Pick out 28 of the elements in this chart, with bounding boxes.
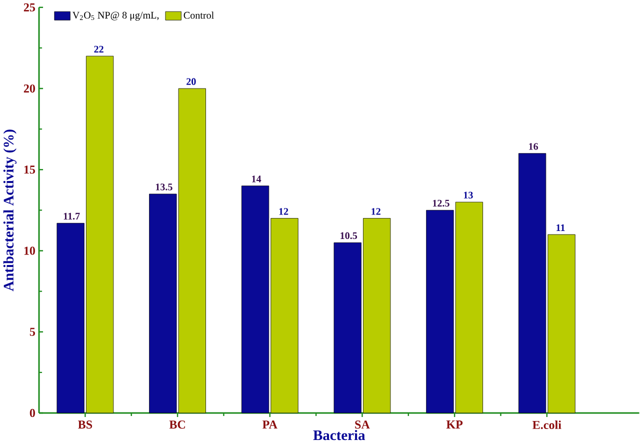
data-label: 11 [556, 224, 565, 231]
data-label: 10.5 [340, 232, 358, 239]
x-tick-label: BS [78, 420, 92, 428]
y-tick-label: 25 [24, 3, 36, 12]
x-tick-label: E.coli [532, 420, 562, 429]
y-tick-label: 0 [30, 408, 36, 417]
y-tick-label: 20 [24, 84, 36, 92]
data-label: 22 [94, 46, 104, 52]
x-tick-label: KP [446, 420, 463, 428]
data-label: 16 [529, 142, 538, 150]
data-label: 13 [464, 192, 473, 198]
data-label: 13.5 [156, 183, 172, 190]
y-tick-label: 10 [24, 246, 36, 255]
legend-label: V$_{2}$O$_{5}$ NP@ 8 μg/mL, [72, 12, 159, 20]
data-label: 14 [252, 175, 262, 182]
y-axis-title: Antibacterial Activity (%) [3, 129, 17, 291]
y-tick-label: 5 [30, 328, 36, 336]
data-label: 11.7 [64, 212, 80, 220]
data-label: 12 [372, 208, 380, 215]
legend-label: Control [184, 11, 214, 18]
x-axis-title: Bacteria [313, 430, 366, 440]
data-label: 20 [186, 78, 196, 85]
x-tick-label: PA [262, 420, 278, 428]
y-tick-label: 15 [24, 165, 36, 174]
x-tick-label: SA [355, 420, 370, 428]
x-tick-label: BC [169, 420, 185, 428]
data-label: 12.5 [432, 200, 450, 206]
data-label: 12 [279, 208, 288, 215]
